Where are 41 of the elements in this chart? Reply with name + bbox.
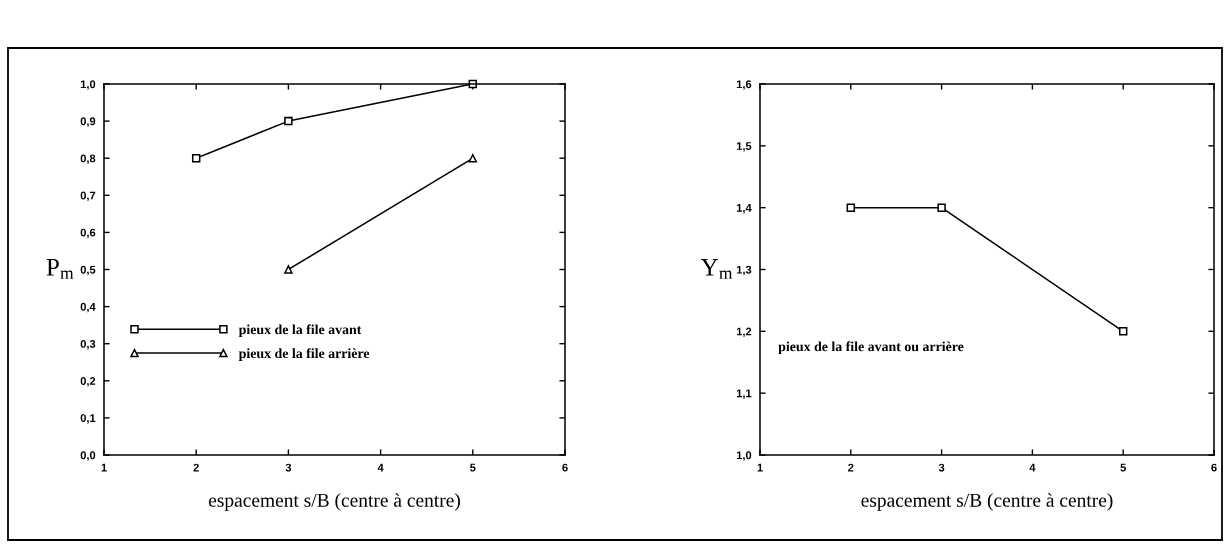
x-tick-label: 2: [848, 463, 854, 472]
point: [284, 265, 293, 274]
x-axis-title: espacement s/B (centre à centre): [208, 493, 460, 511]
y-tick-label: 0,8: [80, 154, 96, 164]
x-tick-label: 4: [377, 463, 384, 472]
y-tick-label: 1,0: [80, 80, 96, 90]
legend-label: pieux de la file arrière: [238, 348, 370, 361]
legend-label: pieux de la file avant: [238, 324, 362, 338]
point: [191, 153, 201, 163]
y-tick-label: 1,4: [736, 204, 752, 214]
y-tick-label: 1,3: [736, 265, 752, 276]
x-tick-label: 3: [938, 463, 945, 472]
x-tick-label: 2: [193, 463, 199, 472]
x-tick-label: 1: [757, 463, 763, 472]
y-tick-label: 0,4: [80, 302, 96, 313]
x-tick-label: 6: [562, 463, 568, 472]
y-tick-label: 0,3: [80, 339, 96, 350]
y-tick-label: 1,6: [736, 80, 752, 90]
x-tick-label: 3: [285, 463, 292, 472]
y-tick-label: 1,5: [736, 142, 752, 152]
y-tick-label: 0,9: [80, 117, 96, 127]
y-tick-label: 0,7: [80, 191, 96, 202]
annotation: pieux de la file avant ou arrière: [778, 341, 964, 355]
x-tick-label: 6: [1211, 463, 1217, 472]
point: [468, 153, 478, 163]
y-tick-label: 1,0: [736, 451, 752, 461]
point: [284, 116, 293, 126]
y-axis-title: P$_{m}$: [46, 259, 74, 279]
y-tick-label: 0,5: [80, 265, 96, 276]
y-axis-title: Y$_{m}$: [700, 259, 733, 279]
y-tick-label: 0,6: [80, 228, 96, 239]
x-tick-label: 5: [1120, 463, 1126, 472]
y-tick-label: 1,2: [736, 327, 752, 338]
y-tick-label: 0,1: [80, 414, 96, 424]
x-tick-label: 4: [1029, 463, 1036, 472]
x-tick-label: 5: [470, 463, 476, 472]
x-tick-label: 1: [101, 463, 107, 472]
y-tick-label: 0,2: [80, 377, 96, 387]
x-axis-title: espacement s/B (centre à centre): [861, 493, 1113, 511]
y-tick-label: 1,1: [736, 389, 752, 399]
y-tick-label: 0,0: [80, 451, 96, 461]
